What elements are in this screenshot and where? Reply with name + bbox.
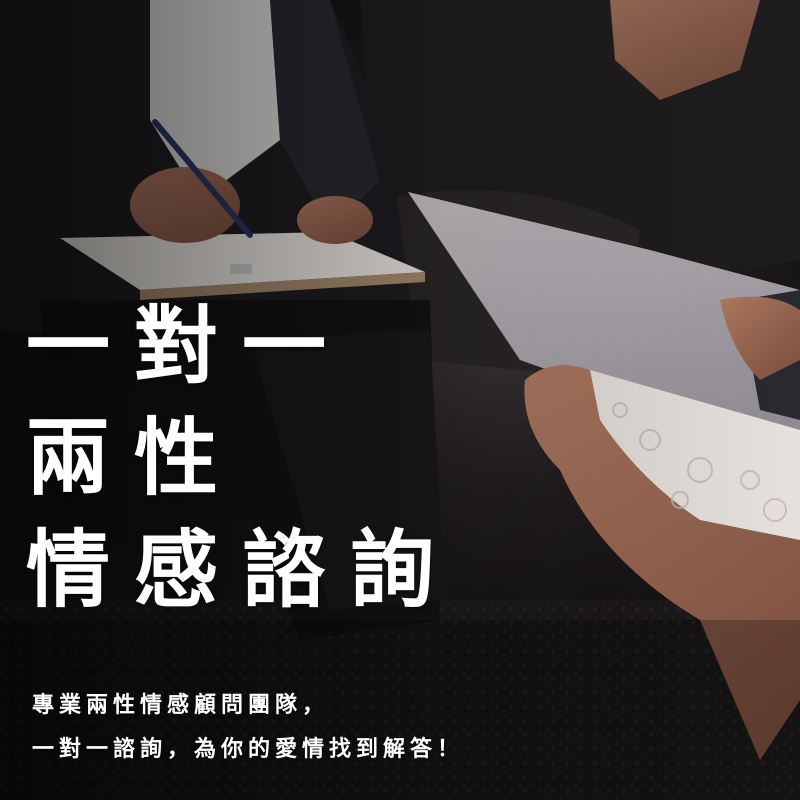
subtitle: 專業兩性情感顧問團隊， 一對一諮詢，為你的愛情找到解答！ [32,684,464,772]
subtitle-line-1: 專業兩性情感顧問團隊， [32,693,330,718]
subtitle-line-2: 一對一諮詢，為你的愛情找到解答！ [32,737,465,762]
headline-line-1: 一對一 [26,296,351,395]
headline-line-2: 兩性 [26,408,243,507]
headline-line-3: 情感諮詢 [26,520,459,619]
headline: 一對一 兩性 情感諮詢 [26,290,458,626]
